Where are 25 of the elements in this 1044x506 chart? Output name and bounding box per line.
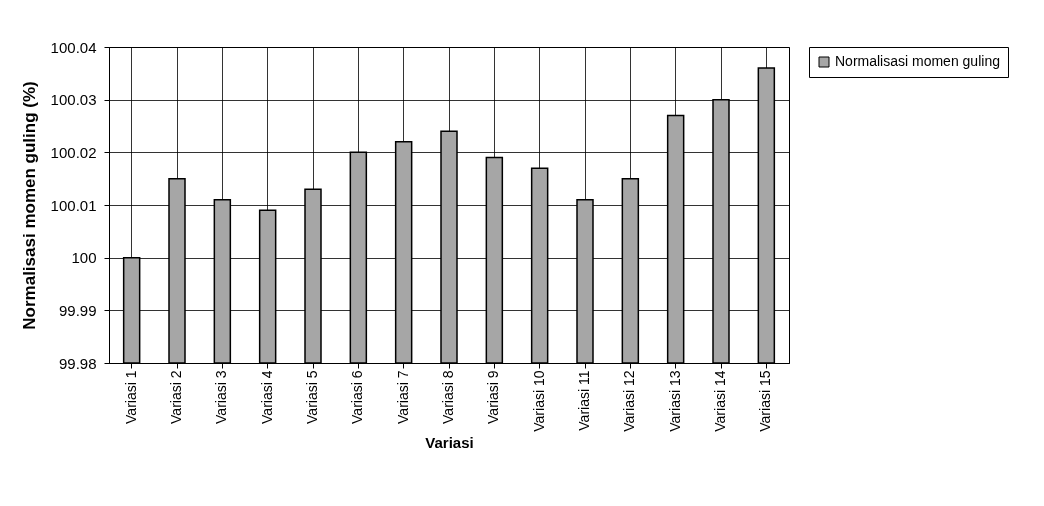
x-tick-label: Variasi 15 xyxy=(757,370,774,432)
x-tick-label: Variasi 13 xyxy=(666,370,683,432)
legend-label: Normalisasi momen guling xyxy=(835,53,1000,69)
x-tick-label: Variasi 11 xyxy=(576,370,592,431)
y-tick-label: 100.03 xyxy=(50,91,97,109)
y-tick-label: 100 xyxy=(71,249,97,267)
y-tick-label: 100.02 xyxy=(50,143,97,161)
x-tick-label: Variasi 1 xyxy=(122,370,139,424)
x-tick-label: Variasi 6 xyxy=(349,370,366,424)
y-tick-label: 100.01 xyxy=(50,196,97,214)
x-tick-label: Variasi 7 xyxy=(394,370,411,424)
y-tick-label: 99.99 xyxy=(58,301,97,319)
x-tick-label: Variasi 12 xyxy=(621,370,638,432)
x-axis-title: Variasi xyxy=(425,433,474,451)
x-tick-label: Variasi 4 xyxy=(258,370,275,424)
x-tick-label: Variasi 3 xyxy=(213,370,230,424)
x-tick-label: Variasi 9 xyxy=(485,370,502,424)
x-tick-label: Variasi 14 xyxy=(712,370,728,432)
x-tick-label: Variasi 8 xyxy=(440,370,456,424)
y-tick-label: 100.04 xyxy=(50,38,97,56)
y-tick-label: 99.98 xyxy=(58,354,97,372)
y-axis-title: Normalisasi momen guling (%) xyxy=(19,81,39,330)
x-tick-label: Variasi 10 xyxy=(530,370,547,432)
x-tick-label: Variasi 5 xyxy=(304,370,320,424)
x-tick-label: Variasi 2 xyxy=(168,370,184,424)
